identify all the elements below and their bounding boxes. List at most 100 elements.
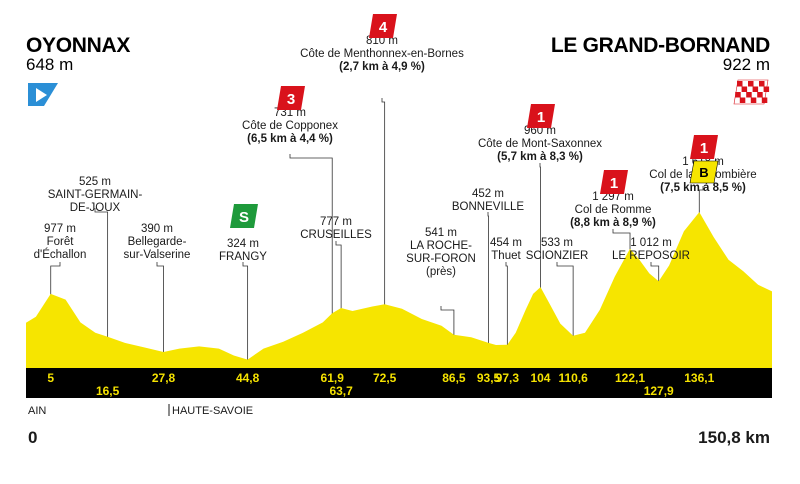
km-marker: 5 bbox=[47, 371, 54, 385]
landmark-label-line: LE REPOSOIR bbox=[612, 250, 690, 262]
climb-category-text: 4 bbox=[379, 19, 388, 36]
climb-category-badge bbox=[277, 86, 305, 110]
finish-flag-square bbox=[737, 81, 743, 87]
landmark-label-line: 324 m bbox=[227, 238, 259, 250]
landmark-label-line: d'Échallon bbox=[34, 248, 87, 261]
climb-category-text: 1 bbox=[537, 109, 545, 126]
landmark-label-line: BONNEVILLE bbox=[452, 201, 525, 213]
landmark-label-line: 977 m bbox=[44, 223, 76, 235]
finish-flag-icon bbox=[733, 79, 770, 105]
finish-town: LE GRAND-BORNAND bbox=[551, 34, 770, 57]
distance-start: 0 bbox=[28, 428, 37, 447]
landmark-label-line: Côte de Mont-Saxonnex bbox=[478, 138, 602, 150]
km-marker: 16,5 bbox=[96, 384, 120, 398]
landmark-label: 533 m SCIONZIER bbox=[526, 237, 589, 262]
climb-stats: (6,5 km à 4,4 %) bbox=[247, 133, 333, 145]
km-marker: 127,9 bbox=[644, 384, 674, 398]
landmark-label-line: (près) bbox=[426, 266, 456, 278]
landmark-label-line: Bellegarde- bbox=[128, 236, 187, 248]
landmark-label: 731 m Côte de Copponex bbox=[242, 107, 338, 132]
bonus-badge-text: B bbox=[699, 165, 708, 180]
finish-flag-square bbox=[735, 92, 741, 98]
landmark-label-line: Côte de Copponex bbox=[242, 120, 338, 132]
km-marker: 104 bbox=[530, 371, 550, 385]
leader-line bbox=[487, 212, 489, 368]
finish-flag-square bbox=[759, 81, 765, 87]
km-marker: 93,5 bbox=[477, 371, 501, 385]
landmark-label: 1 012 m LE REPOSOIR bbox=[612, 237, 690, 262]
landmark-label-line: SUR-FORON bbox=[406, 253, 476, 265]
climb-category-badge bbox=[600, 170, 628, 194]
km-band bbox=[26, 368, 772, 398]
km-ticks: 5 16,5 27,8 44,8 61,963,7 72,5 86,5 93,597,3 104… bbox=[47, 371, 714, 398]
bonus-badge bbox=[689, 160, 719, 184]
leader-line bbox=[94, 208, 109, 368]
landmark-label: 452 m BONNEVILLE bbox=[452, 188, 525, 213]
landmark-label-line: 452 m bbox=[472, 188, 504, 200]
landmark-label: 777 m CRUSEILLES bbox=[300, 216, 372, 241]
finish-flag-square bbox=[750, 97, 757, 103]
climb-category-badge bbox=[527, 104, 555, 128]
distance-end: 150,8 km bbox=[698, 428, 770, 447]
leader-line bbox=[556, 262, 574, 368]
landmark-label-line: Col de Romme bbox=[575, 204, 652, 216]
landmark-label-line: 777 m bbox=[320, 216, 352, 228]
landmark-label-line: Thuet bbox=[491, 250, 521, 262]
climb-stats: (5,7 km à 8,3 %) bbox=[497, 151, 583, 163]
climb-stats: (8,8 km à 8,9 %) bbox=[570, 217, 656, 229]
landmark-label: 324 m FRANGY bbox=[219, 238, 267, 263]
leader-line bbox=[242, 262, 249, 368]
km-marker: 122,1 bbox=[615, 371, 645, 385]
landmark-label-line: CRUSEILLES bbox=[300, 229, 372, 241]
finish-flag-square bbox=[752, 86, 759, 92]
landmark-label-line: LA ROCHE- bbox=[410, 240, 472, 252]
leader-line bbox=[381, 98, 386, 368]
climb-category-text: 1 bbox=[700, 140, 708, 157]
landmark-label-line: 1 012 m bbox=[630, 237, 672, 249]
landmark-label: 1 297 m Col de Romme bbox=[575, 191, 652, 216]
landmark-label-line: 533 m bbox=[541, 237, 573, 249]
landmark-label-line: FRANGY bbox=[219, 251, 267, 263]
leader-line bbox=[335, 241, 342, 368]
km-marker: 61,9 bbox=[321, 371, 345, 385]
km-marker: 44,8 bbox=[236, 371, 260, 385]
landmark-label-line: DE-JOUX bbox=[70, 202, 121, 214]
landmark-label: 454 m Thuet bbox=[490, 237, 522, 262]
finish-flag-square bbox=[746, 92, 752, 98]
finish-flag-square bbox=[748, 81, 754, 87]
region-ain: AIN bbox=[28, 405, 46, 417]
leader-line bbox=[156, 262, 164, 368]
finish-flag-square bbox=[739, 97, 746, 103]
landmark-label: 390 m Bellegarde-sur-Valserine bbox=[124, 223, 191, 261]
sprint-badge bbox=[230, 204, 258, 228]
landmark-label-line: 390 m bbox=[141, 223, 173, 235]
finish-flag-square bbox=[761, 97, 768, 103]
finish-flag-square bbox=[763, 86, 770, 92]
landmark-label: 960 m Côte de Mont-Saxonnex bbox=[478, 125, 602, 150]
climb-category-badge bbox=[369, 14, 397, 38]
landmark-label: 977 m Forêt d'Échallon bbox=[34, 223, 87, 261]
landmark-label: 810 m Côte de Menthonnex-en-Bornes bbox=[300, 35, 464, 60]
region-haute-savoie: HAUTE-SAVOIE bbox=[172, 405, 253, 417]
climb-badges: 3 4 1 1 1 B S bbox=[230, 14, 719, 228]
km-marker: 27,8 bbox=[152, 371, 176, 385]
finish-flag-square bbox=[757, 92, 763, 98]
start-town: OYONNAX bbox=[26, 34, 130, 57]
profile-area bbox=[26, 212, 772, 368]
finish-flag-square bbox=[741, 86, 748, 92]
km-marker: 72,5 bbox=[373, 371, 397, 385]
sprint-badge-text: S bbox=[239, 209, 249, 226]
landmark-label-line: 525 m bbox=[79, 176, 111, 188]
finish-elevation: 922 m bbox=[723, 55, 770, 74]
climb-category-badge bbox=[690, 135, 718, 159]
km-marker: 86,5 bbox=[442, 371, 466, 385]
climb-category-text: 3 bbox=[287, 91, 295, 108]
landmark-label-line: Forêt bbox=[47, 236, 75, 248]
landmark-label-line: sur-Valserine bbox=[124, 249, 191, 261]
landmark-label: 525 m SAINT-GERMAIN-DE-JOUX bbox=[48, 176, 143, 214]
landmark-label-line: SAINT-GERMAIN- bbox=[48, 189, 143, 201]
climb-stats: (2,7 km à 4,9 %) bbox=[339, 61, 425, 73]
landmark-label-line: 541 m bbox=[425, 227, 457, 239]
km-marker: 97,3 bbox=[496, 371, 520, 385]
